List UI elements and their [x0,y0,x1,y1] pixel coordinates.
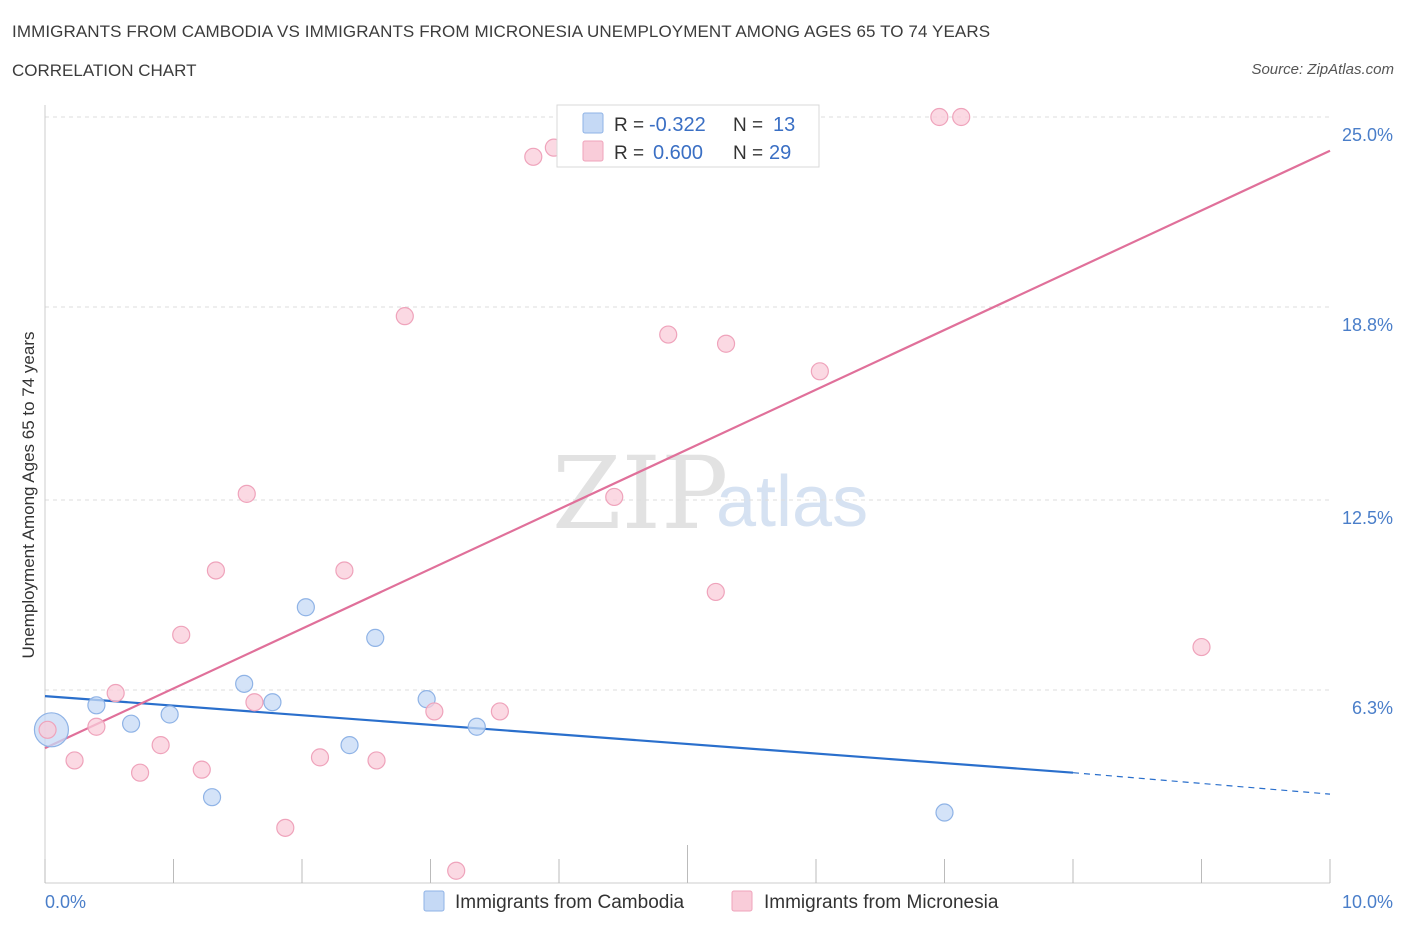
legend-swatch-micronesia [582,140,604,162]
micronesia-point [605,487,624,507]
micronesia-point [276,818,295,837]
micronesia-point [65,751,84,770]
cambodia-point [340,736,359,755]
micronesia-point [659,325,678,344]
micronesia-trend-line [44,149,1331,750]
legend-n-value: 29 [769,142,791,164]
micronesia-point [237,484,256,503]
legend-n-value: 13 [773,114,795,136]
cambodia-point [160,705,179,724]
axes [44,105,1331,884]
micronesia-point [38,720,57,739]
micronesia-point [172,625,191,644]
watermark: ZIP atlas [552,435,868,552]
micronesia-point [425,702,444,721]
legend-r-label: R = [614,143,644,164]
data-points [33,107,1211,880]
tick-labels: 6.3% 12.5% 18.8% 25.0% 0.0% 10.0% [45,125,1393,912]
y-tick-label: 6.3% [1352,698,1393,718]
micronesia-point [367,751,386,770]
micronesia-point [930,107,949,127]
micronesia-point [1192,637,1211,657]
cambodia-point [202,788,222,807]
micronesia-point [130,763,150,782]
y-tick-label: 25.0% [1342,125,1393,145]
watermark-atlas: atlas [716,462,868,542]
legend-n-label: N = [733,115,763,136]
micronesia-point [952,107,971,127]
cambodia-trend-extension [1072,772,1331,795]
x-tick-label: 0.0% [45,892,86,912]
micronesia-point [490,702,509,721]
cambodia-point [235,674,254,693]
legend-label-cambodia: Immigrants from Cambodia [455,892,685,913]
legend-swatch-micronesia [731,890,753,912]
micronesia-point [151,736,170,755]
legend-label-micronesia: Immigrants from Micronesia [764,892,999,913]
correlation-legend: R = -0.322 N = 13 R = 0.600 N = 29 [556,104,820,168]
micronesia-point [524,147,543,166]
cambodia-point [87,696,106,715]
legend-swatch-cambodia [423,890,445,912]
y-tick-label: 18.8% [1342,315,1393,335]
micronesia-point [206,561,226,580]
cambodia-trend-line [44,694,1074,774]
watermark-zip: ZIP [552,435,728,552]
y-tick-label: 12.5% [1342,508,1393,528]
micronesia-point [245,693,264,712]
micronesia-point [335,561,354,580]
micronesia-point [106,683,125,703]
series-legend: Immigrants from Cambodia Immigrants from… [423,890,999,913]
micronesia-point [192,760,211,779]
trend-lines [44,149,1331,795]
legend-r-value: -0.322 [649,114,706,136]
micronesia-point [716,334,736,353]
micronesia-point [310,748,330,767]
micronesia-point [395,307,414,326]
legend-r-value: 0.600 [653,142,703,164]
legend-swatch-cambodia [582,112,604,134]
micronesia-point [706,582,725,602]
legend-r-label: R = [614,115,644,136]
chart-subtitle: CORRELATION CHART [12,61,197,80]
micronesia-point [87,717,106,736]
x-tick-label: 10.0% [1342,892,1393,912]
chart-source: Source: ZipAtlas.com [1251,61,1394,78]
gridlines [45,116,1330,691]
chart-title: IMMIGRANTS FROM CAMBODIA VS IMMIGRANTS F… [12,22,991,41]
cambodia-point [296,598,315,617]
micronesia-point [810,362,829,381]
cambodia-point [467,717,486,736]
y-axis-label: Unemployment Among Ages 65 to 74 years [19,332,38,659]
cambodia-point [366,628,385,647]
legend-n-label: N = [733,143,763,164]
cambodia-point [935,803,954,822]
cambodia-point [263,693,282,712]
micronesia-point [447,861,466,880]
cambodia-point [121,714,141,733]
